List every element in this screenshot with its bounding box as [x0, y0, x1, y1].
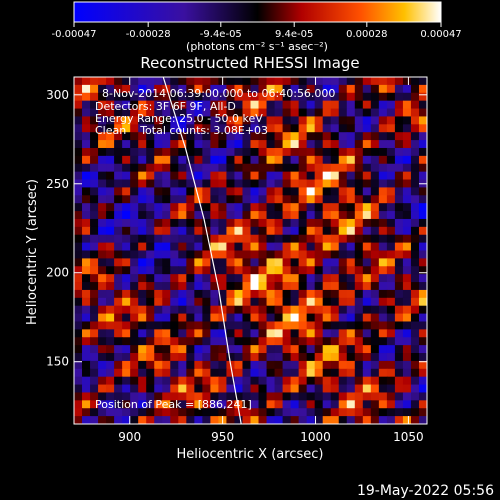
chart-title: Reconstructed RHESSI Image — [140, 54, 359, 72]
y-tick-label: 150 — [46, 355, 69, 369]
colorbar — [73, 1, 442, 23]
plot-frame — [73, 76, 428, 425]
x-axis-label: Heliocentric X (arcsec) — [177, 447, 324, 462]
colorbar-tick-label: -9.4e-05 — [200, 29, 242, 40]
y-axis-label: Heliocentric Y (arcsec) — [25, 179, 40, 325]
colorbar-tick-label: -0.00028 — [126, 29, 171, 40]
annotation-detectors: Detectors: 3F 6F 9F, All-D — [95, 100, 236, 113]
x-tick-label: 1000 — [300, 430, 331, 444]
colorbar-label: (photons cm⁻² s⁻¹ asec⁻²) — [186, 40, 328, 53]
y-tick-label: 300 — [46, 88, 69, 102]
colorbar-tick-label: 9.4e-05 — [275, 29, 313, 40]
footer-date: 19-May-2022 05:56 — [357, 483, 494, 499]
colorbar-tick-label: -0.00047 — [52, 29, 97, 40]
annotation-time: 8-Nov-2014 06:39:00.000 to 06:40:56.000 — [102, 87, 335, 100]
heatmap-image — [74, 77, 427, 424]
colorbar-ticks: -0.00047 -0.00028 -9.4e-05 9.4e-05 0.00028 0.… — [52, 22, 462, 40]
colorbar-tick-label: 0.00047 — [420, 29, 461, 40]
solar-limb-curve — [162, 77, 242, 424]
annotation-clean: Clean Total counts: 3.08E+03 — [95, 124, 268, 137]
x-tick-label: 900 — [118, 430, 141, 444]
axis-ticks: 900 950 1000 1050 150 200 250 300 — [46, 77, 427, 444]
annotation-peak: Position of Peak = [886,241] — [95, 398, 252, 411]
x-tick-label: 950 — [211, 430, 234, 444]
x-tick-label: 1050 — [393, 430, 424, 444]
colorbar-tick-label: 0.00028 — [346, 29, 387, 40]
y-tick-label: 250 — [46, 177, 69, 191]
y-tick-label: 200 — [46, 266, 69, 280]
annotation-energy: Energy Range: 25.0 - 50.0 keV — [95, 112, 263, 125]
